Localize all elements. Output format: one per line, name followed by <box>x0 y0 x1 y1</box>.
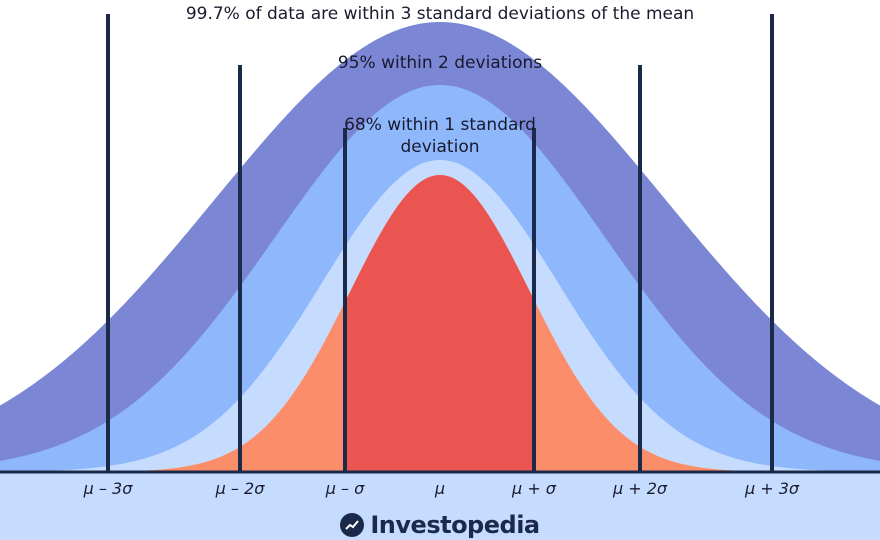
brand-name: Investopedia <box>370 511 540 539</box>
three-sd-label: 99.7% of data are within 3 standard devi… <box>185 4 695 24</box>
tick-mu-minus-sigma: μ – σ <box>325 479 365 498</box>
tick-mu-minus-2sigma: μ – 2σ <box>215 479 265 498</box>
tick-mu-plus-sigma: μ + σ <box>512 479 556 498</box>
tick-mu-minus-3sigma: μ – 3σ <box>83 479 133 498</box>
tick-mu-plus-3sigma: μ + 3σ <box>744 479 800 498</box>
tick-mu-plus-2sigma: μ + 2σ <box>612 479 668 498</box>
investopedia-logo: Investopedia <box>0 510 880 540</box>
investopedia-icon <box>340 513 365 537</box>
two-sd-label: 95% within 2 deviations <box>337 53 543 73</box>
one-sd-label: 68% within 1 standard deviation <box>344 115 536 157</box>
tick-mu: μ <box>434 479 446 498</box>
axis-strip <box>0 472 880 540</box>
curve-core-1sd <box>345 175 534 472</box>
